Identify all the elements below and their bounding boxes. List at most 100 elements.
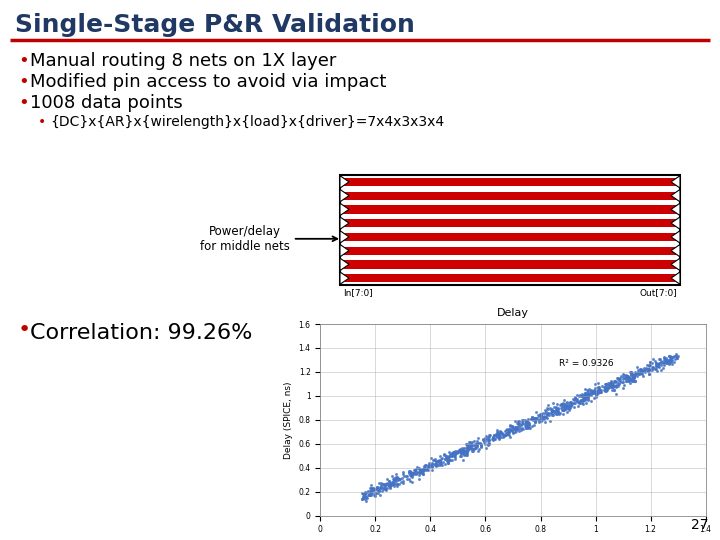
- Point: [392, 480, 403, 488]
- Point: [629, 374, 640, 382]
- Point: [577, 400, 589, 409]
- Point: [486, 435, 498, 443]
- Point: [535, 415, 546, 424]
- Point: [561, 403, 572, 411]
- Point: [393, 475, 405, 483]
- Point: [449, 452, 460, 461]
- Point: [629, 377, 641, 386]
- Point: [582, 393, 593, 401]
- Point: [619, 374, 631, 383]
- Point: [618, 381, 630, 389]
- Point: [405, 470, 416, 479]
- Point: [554, 400, 566, 409]
- Point: [457, 455, 469, 464]
- Point: [434, 458, 446, 467]
- Point: [501, 429, 513, 437]
- Point: [374, 482, 385, 491]
- Point: [505, 425, 517, 434]
- Point: [467, 441, 479, 449]
- Text: {DC}x{AR}x{wirelength}x{load}x{driver}=7x4x3x3x4: {DC}x{AR}x{wirelength}x{load}x{driver}=7…: [50, 115, 444, 129]
- Point: [395, 478, 407, 487]
- Point: [668, 352, 680, 361]
- Point: [640, 364, 652, 373]
- Point: [644, 358, 656, 367]
- Point: [443, 453, 454, 462]
- Point: [506, 422, 518, 431]
- Point: [498, 431, 510, 440]
- Point: [413, 470, 425, 479]
- Point: [375, 478, 387, 487]
- Point: [512, 418, 523, 427]
- Point: [374, 478, 385, 487]
- Point: [647, 362, 659, 371]
- Point: [644, 361, 656, 369]
- Point: [579, 384, 590, 393]
- Point: [461, 449, 472, 457]
- Point: [393, 480, 405, 489]
- Point: [384, 479, 396, 488]
- Point: [649, 365, 660, 374]
- Point: [520, 419, 531, 428]
- Point: [562, 403, 573, 412]
- Point: [600, 387, 612, 396]
- Point: [431, 459, 442, 468]
- Point: [491, 426, 503, 435]
- Point: [625, 368, 636, 376]
- Point: [387, 475, 399, 483]
- Point: [397, 476, 408, 485]
- Point: [414, 468, 426, 476]
- Polygon shape: [340, 217, 349, 230]
- Point: [634, 364, 646, 373]
- Point: [554, 409, 566, 417]
- Point: [379, 482, 390, 490]
- Point: [368, 485, 379, 494]
- Point: [485, 431, 496, 440]
- Point: [521, 423, 532, 432]
- Point: [652, 362, 664, 370]
- Point: [590, 388, 602, 397]
- Point: [451, 447, 462, 456]
- Point: [574, 399, 585, 407]
- Point: [654, 359, 666, 367]
- Point: [643, 361, 654, 370]
- Polygon shape: [340, 203, 349, 215]
- Point: [460, 447, 472, 456]
- Point: [667, 353, 678, 362]
- Point: [639, 367, 650, 375]
- Point: [447, 448, 459, 456]
- Point: [625, 378, 636, 387]
- Point: [588, 388, 599, 397]
- Point: [568, 403, 580, 411]
- Point: [540, 409, 552, 417]
- Point: [385, 481, 397, 490]
- Point: [576, 396, 588, 405]
- Point: [413, 464, 425, 473]
- Point: [623, 373, 634, 381]
- Point: [415, 467, 426, 476]
- Point: [564, 399, 576, 407]
- Point: [359, 495, 371, 503]
- Point: [635, 368, 647, 377]
- Polygon shape: [671, 203, 680, 215]
- Point: [396, 474, 408, 482]
- Point: [482, 440, 494, 449]
- Point: [608, 386, 620, 394]
- Point: [398, 472, 410, 481]
- Point: [433, 457, 444, 465]
- Point: [387, 479, 399, 488]
- Point: [662, 357, 674, 366]
- Bar: [340, 192, 680, 200]
- Point: [627, 377, 639, 386]
- Point: [496, 430, 508, 438]
- Point: [493, 433, 505, 441]
- Point: [516, 420, 528, 428]
- Point: [501, 429, 513, 438]
- Point: [359, 490, 370, 499]
- Point: [562, 401, 573, 410]
- Point: [488, 431, 500, 440]
- Point: [372, 485, 383, 494]
- Point: [626, 372, 638, 380]
- Point: [492, 434, 504, 442]
- Point: [635, 365, 647, 374]
- Point: [364, 487, 376, 496]
